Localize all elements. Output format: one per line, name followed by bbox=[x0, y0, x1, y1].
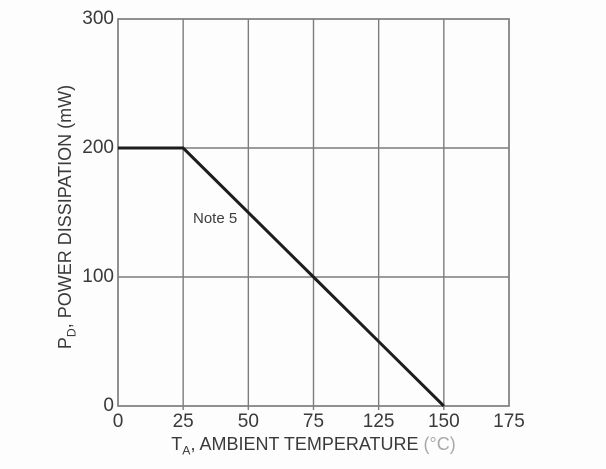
y-axis-symbol: P bbox=[55, 337, 75, 350]
y-axis-subscript: D bbox=[64, 328, 79, 338]
note-annotation: Note 5 bbox=[193, 210, 238, 227]
x-axis-unit: (°C) bbox=[423, 434, 456, 454]
x-axis-title-text: , AMBIENT TEMPERATURE bbox=[190, 434, 424, 454]
power-derating-curve bbox=[118, 146, 445, 408]
plot-border bbox=[117, 18, 510, 407]
x-tick-label-25: 25 bbox=[172, 411, 194, 432]
y-axis-title: PD, POWER DISSIPATION (mW) bbox=[55, 7, 79, 427]
x-axis-subscript: A bbox=[182, 443, 191, 458]
y-tick-label-0: 0 bbox=[103, 395, 114, 416]
x-axis-symbol: T bbox=[171, 434, 183, 454]
y-axis-title-text: , POWER DISSIPATION (mW) bbox=[55, 84, 75, 329]
y-tick-label-200: 200 bbox=[82, 137, 114, 158]
x-tick-label-0: 0 bbox=[112, 411, 124, 432]
x-tick-label-75: 75 bbox=[302, 411, 325, 432]
x-tick-label-125: 125 bbox=[362, 411, 395, 432]
x-tick-label-50: 50 bbox=[237, 411, 259, 432]
x-axis-title: TA, AMBIENT TEMPERATURE (°C) bbox=[118, 434, 509, 458]
x-tick-label-150: 150 bbox=[427, 411, 460, 432]
x-tick-label-175: 175 bbox=[493, 411, 525, 432]
y-tick-label-300: 300 bbox=[82, 8, 114, 29]
y-tick-label-100: 100 bbox=[82, 266, 114, 287]
